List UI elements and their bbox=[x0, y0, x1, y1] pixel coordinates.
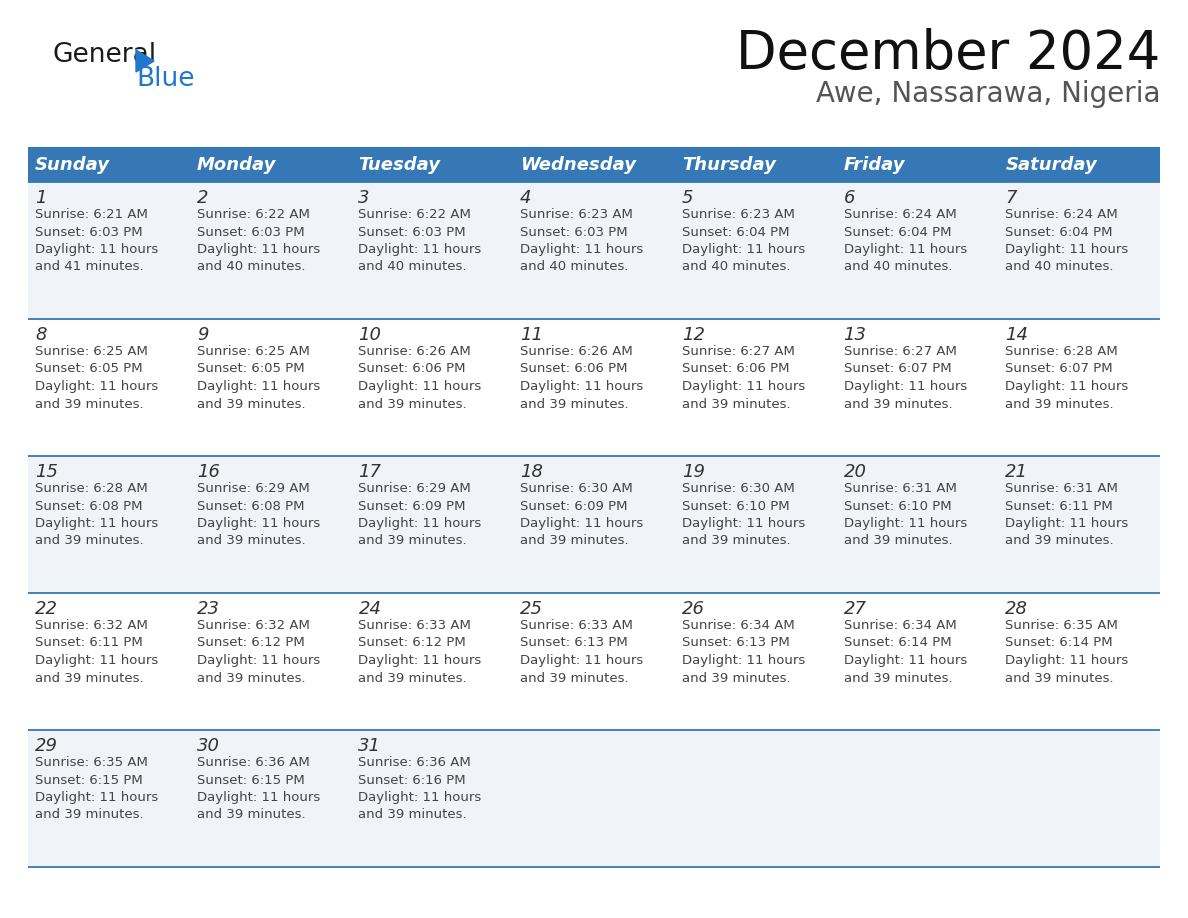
Text: Sunrise: 6:28 AM
Sunset: 6:08 PM
Daylight: 11 hours
and 39 minutes.: Sunrise: 6:28 AM Sunset: 6:08 PM Dayligh… bbox=[34, 482, 158, 547]
Text: Sunrise: 6:26 AM
Sunset: 6:06 PM
Daylight: 11 hours
and 39 minutes.: Sunrise: 6:26 AM Sunset: 6:06 PM Dayligh… bbox=[359, 345, 481, 410]
Bar bbox=[352, 148, 513, 182]
Text: Sunrise: 6:33 AM
Sunset: 6:12 PM
Daylight: 11 hours
and 39 minutes.: Sunrise: 6:33 AM Sunset: 6:12 PM Dayligh… bbox=[359, 619, 481, 685]
Text: 16: 16 bbox=[197, 463, 220, 481]
Text: Sunrise: 6:28 AM
Sunset: 6:07 PM
Daylight: 11 hours
and 39 minutes.: Sunrise: 6:28 AM Sunset: 6:07 PM Dayligh… bbox=[1005, 345, 1129, 410]
Text: Monday: Monday bbox=[197, 156, 276, 174]
Text: 25: 25 bbox=[520, 600, 543, 618]
Bar bbox=[29, 148, 190, 182]
Text: Wednesday: Wednesday bbox=[520, 156, 636, 174]
Text: 3: 3 bbox=[359, 189, 369, 207]
Bar bbox=[29, 593, 1159, 730]
Bar bbox=[675, 148, 836, 182]
Text: Sunrise: 6:27 AM
Sunset: 6:06 PM
Daylight: 11 hours
and 39 minutes.: Sunrise: 6:27 AM Sunset: 6:06 PM Dayligh… bbox=[682, 345, 805, 410]
Text: 14: 14 bbox=[1005, 326, 1029, 344]
Text: Sunrise: 6:32 AM
Sunset: 6:12 PM
Daylight: 11 hours
and 39 minutes.: Sunrise: 6:32 AM Sunset: 6:12 PM Dayligh… bbox=[197, 619, 320, 685]
Text: Sunrise: 6:30 AM
Sunset: 6:10 PM
Daylight: 11 hours
and 39 minutes.: Sunrise: 6:30 AM Sunset: 6:10 PM Dayligh… bbox=[682, 482, 805, 547]
Text: 31: 31 bbox=[359, 737, 381, 755]
Text: 23: 23 bbox=[197, 600, 220, 618]
Text: Sunrise: 6:30 AM
Sunset: 6:09 PM
Daylight: 11 hours
and 39 minutes.: Sunrise: 6:30 AM Sunset: 6:09 PM Dayligh… bbox=[520, 482, 644, 547]
Bar bbox=[29, 730, 1159, 867]
Text: 21: 21 bbox=[1005, 463, 1029, 481]
Text: 7: 7 bbox=[1005, 189, 1017, 207]
Text: 11: 11 bbox=[520, 326, 543, 344]
Text: 1: 1 bbox=[34, 189, 46, 207]
Text: 29: 29 bbox=[34, 737, 58, 755]
Text: 13: 13 bbox=[843, 326, 866, 344]
Text: Sunrise: 6:25 AM
Sunset: 6:05 PM
Daylight: 11 hours
and 39 minutes.: Sunrise: 6:25 AM Sunset: 6:05 PM Dayligh… bbox=[197, 345, 320, 410]
Text: Sunrise: 6:22 AM
Sunset: 6:03 PM
Daylight: 11 hours
and 40 minutes.: Sunrise: 6:22 AM Sunset: 6:03 PM Dayligh… bbox=[359, 208, 481, 274]
Text: 20: 20 bbox=[843, 463, 866, 481]
Text: 12: 12 bbox=[682, 326, 704, 344]
Text: 2: 2 bbox=[197, 189, 208, 207]
Text: Sunrise: 6:33 AM
Sunset: 6:13 PM
Daylight: 11 hours
and 39 minutes.: Sunrise: 6:33 AM Sunset: 6:13 PM Dayligh… bbox=[520, 619, 644, 685]
Text: 27: 27 bbox=[843, 600, 866, 618]
Text: Sunrise: 6:26 AM
Sunset: 6:06 PM
Daylight: 11 hours
and 39 minutes.: Sunrise: 6:26 AM Sunset: 6:06 PM Dayligh… bbox=[520, 345, 644, 410]
Text: 30: 30 bbox=[197, 737, 220, 755]
Text: 19: 19 bbox=[682, 463, 704, 481]
Text: Tuesday: Tuesday bbox=[359, 156, 441, 174]
Text: Sunrise: 6:36 AM
Sunset: 6:15 PM
Daylight: 11 hours
and 39 minutes.: Sunrise: 6:36 AM Sunset: 6:15 PM Dayligh… bbox=[197, 756, 320, 822]
Text: Sunrise: 6:31 AM
Sunset: 6:10 PM
Daylight: 11 hours
and 39 minutes.: Sunrise: 6:31 AM Sunset: 6:10 PM Dayligh… bbox=[843, 482, 967, 547]
Text: Sunrise: 6:34 AM
Sunset: 6:13 PM
Daylight: 11 hours
and 39 minutes.: Sunrise: 6:34 AM Sunset: 6:13 PM Dayligh… bbox=[682, 619, 805, 685]
Text: Sunrise: 6:35 AM
Sunset: 6:14 PM
Daylight: 11 hours
and 39 minutes.: Sunrise: 6:35 AM Sunset: 6:14 PM Dayligh… bbox=[1005, 619, 1129, 685]
Text: Saturday: Saturday bbox=[1005, 156, 1097, 174]
Text: 22: 22 bbox=[34, 600, 58, 618]
Bar bbox=[29, 456, 1159, 593]
Text: Sunday: Sunday bbox=[34, 156, 110, 174]
Text: Blue: Blue bbox=[135, 66, 195, 92]
Text: Thursday: Thursday bbox=[682, 156, 776, 174]
Text: Sunrise: 6:23 AM
Sunset: 6:03 PM
Daylight: 11 hours
and 40 minutes.: Sunrise: 6:23 AM Sunset: 6:03 PM Dayligh… bbox=[520, 208, 644, 274]
Text: Sunrise: 6:24 AM
Sunset: 6:04 PM
Daylight: 11 hours
and 40 minutes.: Sunrise: 6:24 AM Sunset: 6:04 PM Dayligh… bbox=[1005, 208, 1129, 274]
Text: Sunrise: 6:29 AM
Sunset: 6:08 PM
Daylight: 11 hours
and 39 minutes.: Sunrise: 6:29 AM Sunset: 6:08 PM Dayligh… bbox=[197, 482, 320, 547]
Text: Sunrise: 6:27 AM
Sunset: 6:07 PM
Daylight: 11 hours
and 39 minutes.: Sunrise: 6:27 AM Sunset: 6:07 PM Dayligh… bbox=[843, 345, 967, 410]
Text: Sunrise: 6:31 AM
Sunset: 6:11 PM
Daylight: 11 hours
and 39 minutes.: Sunrise: 6:31 AM Sunset: 6:11 PM Dayligh… bbox=[1005, 482, 1129, 547]
Bar bbox=[29, 319, 1159, 456]
Text: 8: 8 bbox=[34, 326, 46, 344]
Text: Awe, Nassarawa, Nigeria: Awe, Nassarawa, Nigeria bbox=[815, 80, 1159, 108]
Text: Sunrise: 6:23 AM
Sunset: 6:04 PM
Daylight: 11 hours
and 40 minutes.: Sunrise: 6:23 AM Sunset: 6:04 PM Dayligh… bbox=[682, 208, 805, 274]
Text: 10: 10 bbox=[359, 326, 381, 344]
Bar bbox=[190, 148, 352, 182]
Text: 6: 6 bbox=[843, 189, 855, 207]
Bar bbox=[513, 148, 675, 182]
Bar bbox=[29, 182, 1159, 319]
Text: Sunrise: 6:21 AM
Sunset: 6:03 PM
Daylight: 11 hours
and 41 minutes.: Sunrise: 6:21 AM Sunset: 6:03 PM Dayligh… bbox=[34, 208, 158, 274]
Text: 17: 17 bbox=[359, 463, 381, 481]
Text: Sunrise: 6:29 AM
Sunset: 6:09 PM
Daylight: 11 hours
and 39 minutes.: Sunrise: 6:29 AM Sunset: 6:09 PM Dayligh… bbox=[359, 482, 481, 547]
Text: Sunrise: 6:32 AM
Sunset: 6:11 PM
Daylight: 11 hours
and 39 minutes.: Sunrise: 6:32 AM Sunset: 6:11 PM Dayligh… bbox=[34, 619, 158, 685]
Text: 28: 28 bbox=[1005, 600, 1029, 618]
Text: Sunrise: 6:34 AM
Sunset: 6:14 PM
Daylight: 11 hours
and 39 minutes.: Sunrise: 6:34 AM Sunset: 6:14 PM Dayligh… bbox=[843, 619, 967, 685]
Text: Sunrise: 6:35 AM
Sunset: 6:15 PM
Daylight: 11 hours
and 39 minutes.: Sunrise: 6:35 AM Sunset: 6:15 PM Dayligh… bbox=[34, 756, 158, 822]
Bar bbox=[998, 148, 1159, 182]
Text: 26: 26 bbox=[682, 600, 704, 618]
Text: Friday: Friday bbox=[843, 156, 905, 174]
Polygon shape bbox=[135, 50, 154, 72]
Text: Sunrise: 6:22 AM
Sunset: 6:03 PM
Daylight: 11 hours
and 40 minutes.: Sunrise: 6:22 AM Sunset: 6:03 PM Dayligh… bbox=[197, 208, 320, 274]
Text: December 2024: December 2024 bbox=[735, 28, 1159, 80]
Text: 15: 15 bbox=[34, 463, 58, 481]
Text: 18: 18 bbox=[520, 463, 543, 481]
Text: Sunrise: 6:25 AM
Sunset: 6:05 PM
Daylight: 11 hours
and 39 minutes.: Sunrise: 6:25 AM Sunset: 6:05 PM Dayligh… bbox=[34, 345, 158, 410]
Text: 5: 5 bbox=[682, 189, 694, 207]
Bar bbox=[836, 148, 998, 182]
Text: 24: 24 bbox=[359, 600, 381, 618]
Text: 4: 4 bbox=[520, 189, 532, 207]
Text: Sunrise: 6:24 AM
Sunset: 6:04 PM
Daylight: 11 hours
and 40 minutes.: Sunrise: 6:24 AM Sunset: 6:04 PM Dayligh… bbox=[843, 208, 967, 274]
Text: Sunrise: 6:36 AM
Sunset: 6:16 PM
Daylight: 11 hours
and 39 minutes.: Sunrise: 6:36 AM Sunset: 6:16 PM Dayligh… bbox=[359, 756, 481, 822]
Text: 9: 9 bbox=[197, 326, 208, 344]
Text: General: General bbox=[52, 42, 156, 68]
